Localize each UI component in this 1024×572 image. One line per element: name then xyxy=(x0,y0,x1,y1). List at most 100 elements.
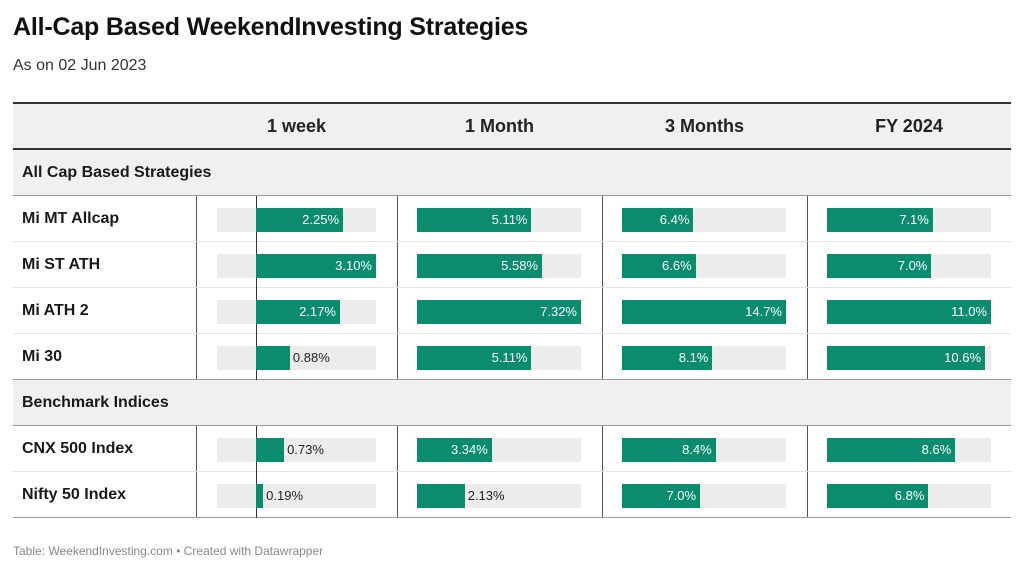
data-label: 7.0% xyxy=(666,488,697,503)
bar-track: 8.1% xyxy=(622,346,786,370)
data-label: 10.6% xyxy=(944,350,982,365)
data-label: 5.58% xyxy=(501,258,539,273)
column-divider xyxy=(807,334,808,379)
bar xyxy=(255,438,285,462)
data-label: 5.11% xyxy=(491,350,528,365)
data-label: 0.88% xyxy=(292,350,330,365)
bar xyxy=(417,300,581,324)
column-header[interactable]: FY 2024 xyxy=(875,116,943,136)
bar xyxy=(827,346,986,370)
bar xyxy=(622,438,716,462)
group-header: All Cap Based Strategies xyxy=(13,150,1011,196)
column-divider xyxy=(602,288,603,333)
column-divider xyxy=(602,242,603,287)
bar xyxy=(417,346,532,370)
bar-track: 0.73% xyxy=(217,438,376,462)
bar-track: 10.6% xyxy=(827,346,991,370)
data-label: 8.1% xyxy=(678,350,709,365)
data-label: 0.19% xyxy=(266,488,304,503)
data-label: 5.11% xyxy=(491,212,528,227)
table-row: Nifty 50 Index 0.19% 2.13% 7.0% 6.8% xyxy=(13,472,1011,518)
bar-track: 0.19% xyxy=(217,484,376,508)
bar xyxy=(827,438,956,462)
row-label: Mi ATH 2 xyxy=(22,302,89,319)
bar xyxy=(417,254,543,278)
data-label: 2.17% xyxy=(299,304,336,319)
chart-title: All-Cap Based WeekendInvesting Strategie… xyxy=(13,13,529,41)
bar xyxy=(417,484,465,508)
bar-track: 11.0% xyxy=(827,300,991,324)
column-divider xyxy=(196,242,197,287)
column-divider xyxy=(196,288,197,333)
row-label: Nifty 50 Index xyxy=(22,486,127,503)
bar xyxy=(827,208,933,232)
bar-track: 2.25% xyxy=(217,208,376,232)
bar xyxy=(255,346,290,370)
bar xyxy=(827,300,991,324)
column-divider xyxy=(397,196,398,241)
table-row: Mi ATH 2 2.17% 7.32% 14.7% 11.0% xyxy=(13,288,1011,334)
table-row: Mi ST ATH 3.10% 5.58% 6.6% 7.0% xyxy=(13,242,1011,288)
column-divider xyxy=(196,196,197,241)
column-divider xyxy=(397,426,398,471)
bar xyxy=(622,208,694,232)
column-header[interactable]: 1 Month xyxy=(465,116,534,136)
data-table: 1 week 1 Month 3 Months FY 2024 All Cap Bas… xyxy=(13,102,1011,518)
table-row: CNX 500 Index 0.73% 3.34% 8.4% 8.6% xyxy=(13,426,1011,472)
column-divider xyxy=(397,242,398,287)
data-label: 6.4% xyxy=(659,212,690,227)
bar xyxy=(622,346,713,370)
table-header: 1 week 1 Month 3 Months FY 2024 xyxy=(13,102,1011,150)
column-divider xyxy=(807,426,808,471)
table-body: All Cap Based Strategies Mi MT Allcap 2.25… xyxy=(13,150,1011,518)
column-divider xyxy=(397,334,398,379)
bar xyxy=(255,300,340,324)
bar-track: 5.11% xyxy=(417,346,581,370)
bar xyxy=(255,254,376,278)
bar xyxy=(622,254,696,278)
row-label: CNX 500 Index xyxy=(22,440,134,457)
data-label: 8.4% xyxy=(682,442,712,457)
bar-track: 7.0% xyxy=(827,254,991,278)
bar-track: 3.10% xyxy=(217,254,376,278)
column-divider xyxy=(807,242,808,287)
data-label: 8.6% xyxy=(921,442,952,457)
bar-track: 6.8% xyxy=(827,484,991,508)
bar-track: 5.58% xyxy=(417,254,581,278)
bar xyxy=(622,300,786,324)
column-header[interactable]: 3 Months xyxy=(665,116,744,136)
column-divider xyxy=(602,472,603,517)
column-divider xyxy=(397,472,398,517)
bar-track: 0.88% xyxy=(217,346,376,370)
data-label: 14.7% xyxy=(745,304,782,319)
column-divider xyxy=(807,288,808,333)
bar-track: 14.7% xyxy=(622,300,786,324)
bar-track: 6.6% xyxy=(622,254,786,278)
data-label: 6.8% xyxy=(894,488,925,503)
bar xyxy=(255,484,264,508)
column-divider xyxy=(807,472,808,517)
table-row: Mi MT Allcap 2.25% 5.11% 6.4% 7.1% xyxy=(13,196,1011,242)
data-label: 0.73% xyxy=(287,442,324,457)
source-footer: Table: WeekendInvesting.com • Created wi… xyxy=(13,544,324,558)
column-divider xyxy=(602,426,603,471)
bar xyxy=(827,254,932,278)
data-label: 3.10% xyxy=(335,258,372,273)
bar xyxy=(827,484,929,508)
bar-track: 3.34% xyxy=(417,438,581,462)
bar xyxy=(417,438,492,462)
bar-track: 8.4% xyxy=(622,438,786,462)
row-label: Mi ST ATH xyxy=(22,256,101,273)
data-label: 7.32% xyxy=(540,304,577,319)
row-label: Mi 30 xyxy=(22,348,63,365)
bar xyxy=(417,208,532,232)
bar-track: 7.0% xyxy=(622,484,786,508)
data-label: 2.13% xyxy=(467,488,505,503)
data-label: 3.34% xyxy=(450,442,488,457)
data-label: 11.0% xyxy=(951,304,987,319)
column-divider xyxy=(196,334,197,379)
bar-track: 5.11% xyxy=(417,208,581,232)
column-divider xyxy=(807,196,808,241)
column-header[interactable]: 1 week xyxy=(266,116,327,136)
bar-track: 2.13% xyxy=(417,484,581,508)
